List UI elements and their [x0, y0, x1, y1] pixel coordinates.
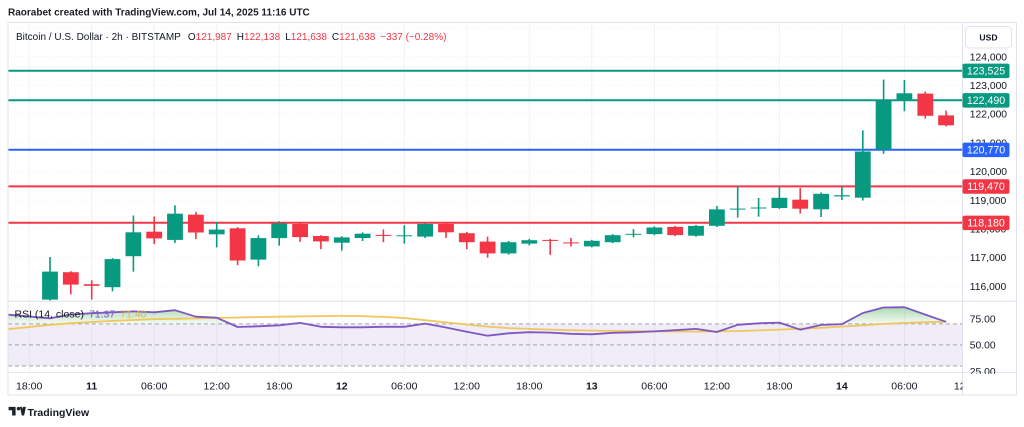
svg-text:117,000: 117,000 — [970, 253, 1007, 264]
svg-text:120,000: 120,000 — [970, 167, 1007, 178]
svg-text:18:00: 18:00 — [766, 380, 792, 392]
svg-text:12: 12 — [336, 380, 348, 392]
svg-text:TradingView: TradingView — [28, 407, 90, 419]
svg-text:14: 14 — [836, 380, 848, 392]
svg-text:75.00: 75.00 — [970, 314, 996, 325]
svg-text:116,000: 116,000 — [970, 282, 1007, 293]
svg-text:119,000: 119,000 — [970, 196, 1007, 207]
svg-text:Bitcoin / U.S. Dollar · 2h · B: Bitcoin / U.S. Dollar · 2h · BITSTAMP O12… — [16, 32, 446, 43]
svg-text:18:00: 18:00 — [516, 380, 542, 392]
svg-text:06:00: 06:00 — [391, 380, 417, 392]
svg-text:18:00: 18:00 — [266, 380, 292, 392]
svg-text:18:00: 18:00 — [16, 380, 42, 392]
svg-text:119,470: 119,470 — [967, 181, 1005, 193]
svg-text:11: 11 — [86, 380, 97, 392]
svg-text:06:00: 06:00 — [141, 380, 167, 392]
svg-text:12:00: 12:00 — [454, 380, 480, 392]
svg-text:118,180: 118,180 — [967, 218, 1005, 230]
svg-text:12:00: 12:00 — [954, 380, 980, 392]
svg-text:120,770: 120,770 — [967, 145, 1005, 157]
svg-text:06:00: 06:00 — [641, 380, 667, 392]
svg-text:123,000: 123,000 — [970, 81, 1007, 92]
svg-text:13: 13 — [586, 380, 598, 392]
svg-text:122,000: 122,000 — [970, 110, 1007, 121]
svg-text:06:00: 06:00 — [891, 380, 917, 392]
svg-text:Raorabet created with TradingV: Raorabet created with TradingView.com, J… — [8, 8, 310, 19]
svg-text:50.00: 50.00 — [970, 341, 996, 352]
svg-text:124,000: 124,000 — [970, 52, 1007, 63]
svg-text:12:00: 12:00 — [704, 380, 730, 392]
svg-text:25.00: 25.00 — [970, 367, 996, 378]
svg-text:USD: USD — [979, 32, 997, 42]
svg-text:122,490: 122,490 — [967, 95, 1005, 107]
svg-text:12:00: 12:00 — [204, 380, 230, 392]
svg-text:123,525: 123,525 — [967, 66, 1005, 78]
